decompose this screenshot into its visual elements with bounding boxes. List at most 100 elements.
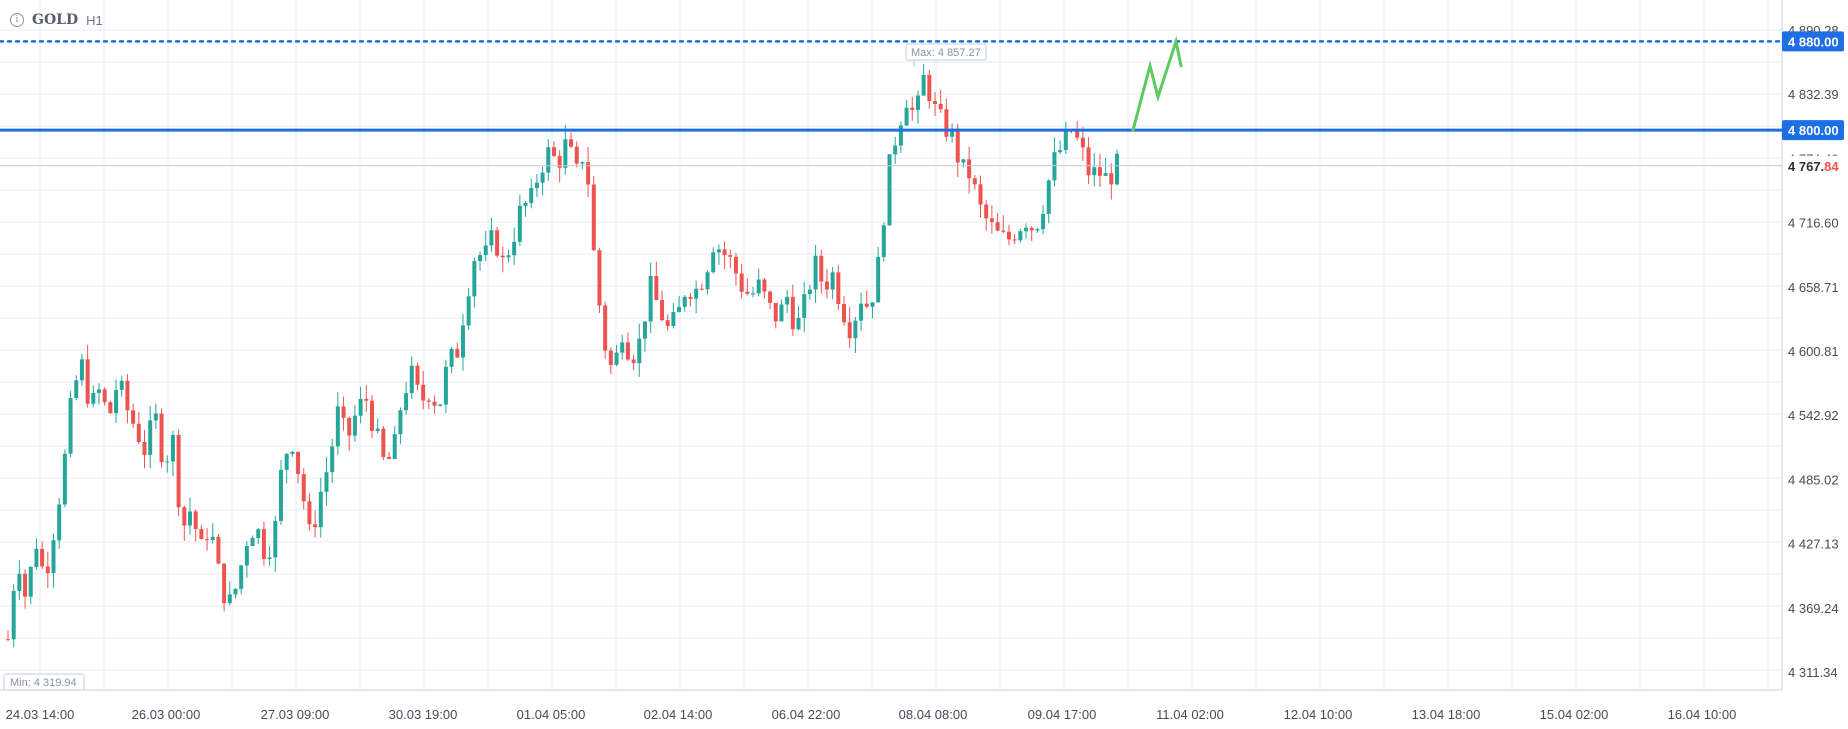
chart-header: i GOLD H1 [10,12,103,28]
candle-body [842,304,847,323]
candle-body [978,184,983,205]
candle-body [1103,173,1108,176]
candle-body [1109,173,1114,185]
candle-body [529,188,534,204]
candle-body [182,507,187,526]
candle-body [870,302,875,307]
candle-body [779,304,784,322]
candle-body [347,417,352,436]
candle-body [631,359,636,364]
y-tick-label: 4 600.81 [1788,344,1839,359]
candle-body [227,594,232,604]
candle-body [102,389,107,403]
candle-body [1001,230,1006,232]
candle-body [807,289,812,295]
candle-body [682,296,687,307]
candle-body [887,154,892,226]
candle-body [335,406,340,447]
candle-body [665,320,670,327]
candle-body [119,380,124,390]
candle-body [1092,167,1097,176]
candle-body [449,348,454,367]
forecast-arrow[interactable] [1131,35,1183,132]
y-tick-label: 4 369.24 [1788,601,1839,616]
x-tick-label: 06.04 22:00 [772,707,841,722]
y-tick-label: 4 311.34 [1788,665,1838,680]
candle-body [716,249,721,253]
candle-body [534,182,539,189]
x-tick-label: 24.03 14:00 [6,707,75,722]
candle-body [733,256,738,274]
candle-body [642,321,647,339]
candle-body [495,230,500,256]
price-level-badge[interactable] [1782,31,1844,52]
candle-body [768,291,773,303]
y-tick-label: 4 485.02 [1788,472,1839,487]
candle-body [68,397,73,454]
candle-body [836,272,841,305]
x-tick-label: 09.04 17:00 [1028,707,1097,722]
candle-body [540,172,545,183]
candle-body [352,415,357,436]
candle-body [187,511,192,526]
info-icon[interactable]: i [10,13,24,27]
candle-body [648,275,653,322]
candle-body [244,545,249,566]
candle-body [933,101,938,105]
price-level-badge[interactable] [1782,120,1844,141]
candle-body [819,255,824,282]
x-tick-label: 08.04 08:00 [899,707,968,722]
candle-body [45,566,50,574]
candle-body [796,317,801,330]
candle-body [751,293,756,295]
candle-body [193,511,198,530]
candle-body [74,380,79,398]
max-label-box [905,43,987,61]
candle-body [608,350,613,365]
candle-body [108,402,113,414]
candle-body [546,147,551,173]
candle-body [654,275,659,301]
candle-body [1024,227,1029,232]
candle-body [460,325,465,358]
candle-body [148,420,153,455]
candle-body [563,139,568,168]
y-tick-label: 4 658.71 [1788,280,1839,295]
candle-body [324,472,329,492]
y-tick-label: 4 832.39 [1788,87,1839,102]
candle-body [369,400,374,431]
candle-body [910,107,915,110]
x-tick-label: 15.04 02:00 [1540,707,1609,722]
candle-body [62,453,67,505]
x-tick-label: 11.04 02:00 [1156,707,1224,722]
candle-body [711,252,716,273]
candle-body [824,281,829,290]
candle-body [625,342,630,360]
candle-body [699,288,704,290]
last-price-badge [1783,155,1843,176]
candle-body [790,296,795,330]
price-level-label: 4 880.00 [1788,34,1839,49]
candle-body [506,255,511,258]
candle-body [694,288,699,299]
candle-body [551,147,556,156]
timeframe-label[interactable]: H1 [86,12,103,28]
candle-body [830,272,835,290]
candle-body [512,241,517,256]
candle-body [1035,229,1040,231]
candle-body [1018,231,1023,241]
candle-body [569,139,574,147]
candle-body [671,312,676,327]
candle-body [125,380,130,411]
candle-body [1029,227,1034,231]
candle-body [938,104,943,110]
candle-body [267,557,272,559]
candle-body [296,451,301,475]
candle-body [210,536,215,541]
candle-body [591,184,596,251]
candle-body [483,245,488,256]
candle-body [85,359,90,404]
candle-body [170,434,175,462]
